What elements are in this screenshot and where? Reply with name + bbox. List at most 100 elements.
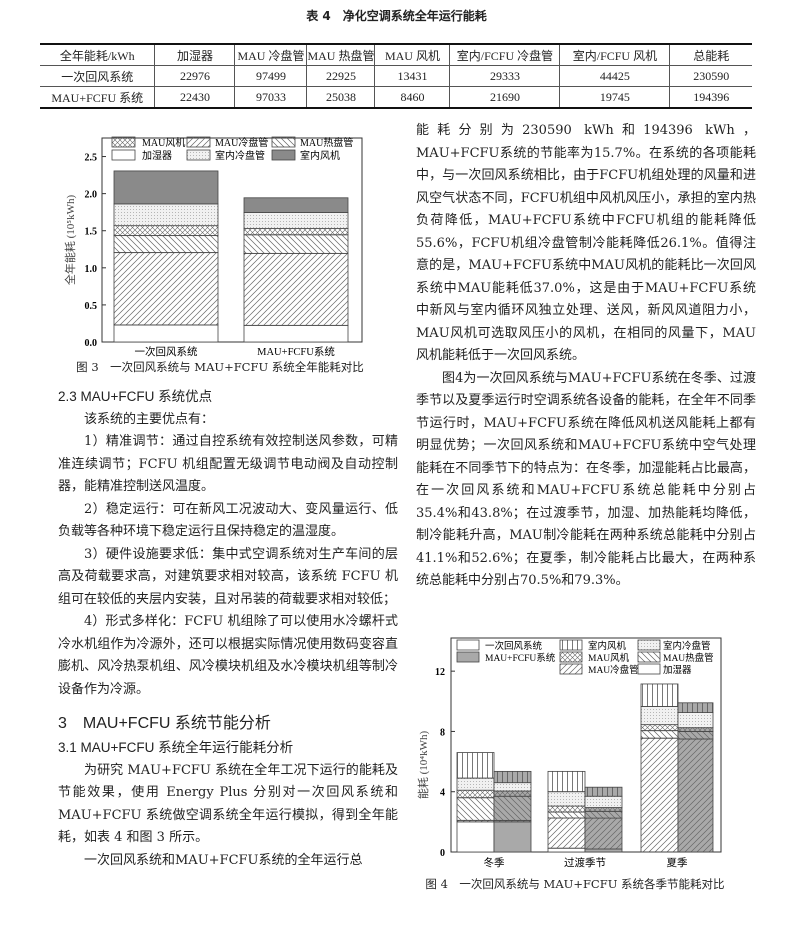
table-cell: 97033 [234, 86, 307, 108]
bar-segment [243, 197, 349, 213]
table-cell: 21690 [449, 86, 560, 108]
y-tick-label: 2.0 [85, 190, 98, 201]
y-tick-label: 0.5 [85, 301, 98, 312]
table-cell: 194396 [669, 86, 752, 108]
bar-segment [113, 235, 219, 254]
bar-segment [113, 252, 219, 326]
y-tick-label: 12 [435, 667, 445, 678]
legend-swatch [271, 136, 296, 148]
legend-swatch [186, 136, 211, 148]
table-cell: 8460 [374, 86, 450, 108]
bar-segment [584, 795, 623, 808]
legend-swatch [111, 136, 136, 148]
bar-segment [456, 789, 495, 799]
x-category-label: 冬季 [484, 856, 505, 869]
legend-swatch [559, 651, 583, 663]
bar-segment [640, 737, 679, 853]
table-cell: MAU+FCFU 系统 [40, 86, 155, 108]
paragraph: 能耗分别为230590 kWh和194396 kWh，MAU+FCFU系统的节能… [416, 123, 756, 363]
header-cell: 全年能耗/kWh [59, 48, 135, 63]
x-category-label: 过渡季节 [564, 856, 606, 869]
table-row: 一次回风系统 22976 97499 22925 13431 29333 444… [40, 65, 752, 87]
legend-label: 加湿器 [142, 150, 172, 162]
table-cell: 29333 [449, 65, 560, 87]
bar-segment [584, 807, 623, 812]
bar-segment [584, 810, 623, 819]
bar-segment [493, 782, 532, 792]
bar-segment [493, 790, 532, 797]
legend-swatch [186, 149, 211, 161]
bar-segment [456, 797, 495, 821]
legend-label: 室内冷盘管 [663, 640, 711, 652]
header-cell: MAU 热盘管 [306, 44, 375, 66]
bar-segment [547, 791, 586, 807]
y-tick-label: 0.0 [85, 338, 98, 349]
legend-swatch [559, 639, 583, 651]
legend-swatch [559, 663, 583, 675]
legend-swatch [456, 651, 480, 663]
x-category-label: MAU+FCFU系统 [257, 345, 335, 358]
legend-label: 一次回风系统 [485, 640, 543, 652]
legend-label: MAU+FCFU系统 [485, 652, 556, 664]
bar-segment [243, 228, 349, 236]
table-cell: 25038 [306, 86, 375, 108]
header-cell: 室内/FCFU 冷盘管 [449, 44, 560, 66]
table-cell: 13431 [374, 65, 450, 87]
y-tick-label: 8 [440, 727, 445, 738]
y-axis-label: 全年能耗 (10⁵kWh) [63, 195, 77, 286]
bar-segment [243, 234, 349, 254]
bar-segment [456, 777, 495, 791]
legend-swatch [637, 663, 661, 675]
figure-4-caption: 图 4 一次回风系统与 MAU+FCFU 系统各季节能耗对比 [425, 877, 725, 891]
bar-segment [640, 706, 679, 726]
bar-segment [113, 225, 219, 237]
legend-label: 室内风机 [588, 640, 627, 652]
bar-segment [493, 795, 532, 821]
bar-segment [243, 324, 349, 343]
bar-segment [493, 821, 532, 853]
x-category-label: 夏季 [667, 857, 688, 869]
bar-segment [584, 817, 623, 850]
bar-segment [640, 724, 679, 732]
figure-3-chart: 0.0 0.5 1.0 1.5 2.0 2.5 全年能耗 (10⁵kWh) 一次回风系统 MAU… [63, 136, 363, 358]
bar-segment [677, 702, 714, 713]
legend-label: MAU冷盘管 [588, 664, 639, 676]
bar-segment [547, 770, 586, 793]
y-tick-label: 2.5 [85, 153, 98, 164]
bar-segment [113, 203, 219, 227]
right-column: 能耗分别为230590 kWh和194396 kWh，MAU+FCFU系统的节能… [416, 120, 756, 593]
paragraph: 1）精准调节：通过自控系统有效控制送风参数，可精准连续调节；FCFU 机组配置无… [58, 434, 398, 494]
header-cell: MAU 冷盘管 [234, 44, 307, 66]
bar-segment [584, 848, 623, 853]
bar-segment [456, 821, 495, 853]
legend-swatch [637, 639, 661, 651]
paragraph: 4）形式多样化：FCFU 机组除了可以使用水冷螺杆式冷水机组作为冷源外，还可以根… [58, 614, 398, 697]
table-header-row: 全年能耗/kWh 加湿器 MAU 冷盘管 MAU 热盘管 MAU 风机 室内/F… [40, 44, 752, 66]
bar-segment [640, 683, 679, 707]
bar-segment [113, 170, 219, 205]
header-cell: 总能耗 [669, 44, 752, 66]
legend-swatch [111, 149, 136, 161]
table-title: 表 4 净化空调系统全年运行能耗 [306, 9, 487, 23]
table-cell: 44425 [559, 65, 670, 87]
header-cell: 加湿器 [154, 44, 235, 66]
header-cell: MAU 风机 [374, 44, 450, 66]
bar-segment [677, 712, 714, 729]
bar-segment [584, 786, 623, 797]
left-column: 2.3 MAU+FCFU 系统优点 该系统的主要优点有： 1）精准调节：通过自控… [58, 386, 398, 872]
table-cell: 22430 [154, 86, 235, 108]
y-tick-label: 1.5 [85, 227, 98, 238]
section-3-1-heading: 3.1 MAU+FCFU 系统全年运行能耗分析 [58, 740, 294, 755]
bar-segment [547, 847, 586, 853]
y-axis-label: 能耗 (10⁴kWh) [416, 731, 430, 800]
legend-label: MAU热盘管 [300, 136, 353, 149]
paragraph: 一次回风系统和MAU+FCFU系统的全年运行总 [84, 852, 363, 868]
bar-segment [243, 252, 349, 326]
bar-segment [547, 811, 586, 819]
header-cell: 室内/FCFU 风机 [559, 44, 670, 66]
plot-frame [101, 137, 363, 343]
x-category-label: 一次回风系统 [135, 345, 198, 358]
bar-segment [677, 727, 714, 732]
legend-label: MAU风机 [142, 136, 185, 149]
